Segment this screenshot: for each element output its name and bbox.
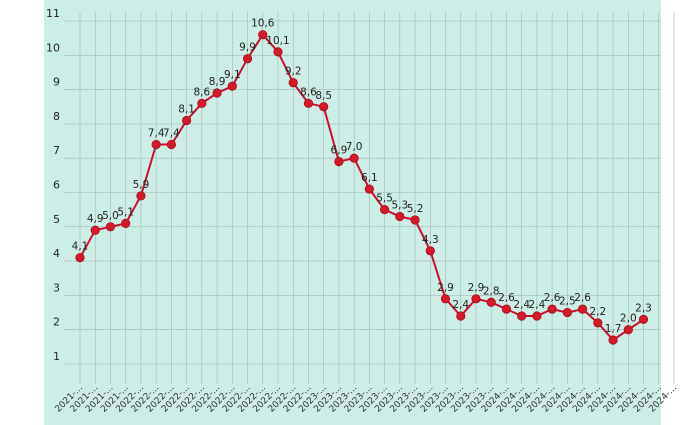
data-label: 5,9 <box>133 179 150 191</box>
data-point <box>532 311 542 321</box>
data-label: 2,4 <box>529 299 546 311</box>
data-point <box>319 102 329 112</box>
data-label: 10,6 <box>251 18 275 30</box>
data-label: 8,6 <box>300 86 317 98</box>
data-label: 2,2 <box>589 306 606 318</box>
data-point <box>151 139 161 150</box>
y-tick-label: 4 <box>53 247 60 260</box>
data-label: 8,1 <box>178 103 195 115</box>
data-point <box>395 211 405 222</box>
data-point <box>517 311 527 321</box>
data-label: 8,9 <box>209 76 226 88</box>
data-point <box>440 294 451 304</box>
data-label: 7,4 <box>163 127 180 139</box>
data-label: 5,1 <box>117 206 134 218</box>
data-label: 2,9 <box>437 282 454 294</box>
y-tick-label: 3 <box>53 281 60 294</box>
data-label: 2,3 <box>635 302 652 314</box>
data-point <box>121 218 131 228</box>
data-label: 2,4 <box>513 299 530 311</box>
data-point <box>638 314 649 325</box>
data-point <box>623 325 633 335</box>
data-point <box>425 246 435 256</box>
data-point <box>90 225 100 235</box>
data-label: 2,8 <box>483 285 500 297</box>
data-label: 5,3 <box>391 200 408 212</box>
data-label: 2,6 <box>544 292 561 304</box>
data-point <box>364 184 374 194</box>
data-label: 5,2 <box>407 203 424 215</box>
data-point <box>577 304 588 314</box>
y-tick-label: 8 <box>53 110 60 123</box>
data-label: 5,0 <box>102 210 119 222</box>
data-label: 8,6 <box>193 86 210 98</box>
data-point <box>562 307 572 318</box>
data-point <box>105 222 116 232</box>
data-label: 10,1 <box>266 35 289 47</box>
data-point <box>456 311 466 321</box>
data-point <box>258 30 268 40</box>
data-point <box>212 88 222 98</box>
data-point <box>242 54 253 64</box>
data-point <box>608 335 618 345</box>
y-tick-label: 7 <box>53 144 60 157</box>
data-label: 5,5 <box>376 193 393 205</box>
y-tick-label: 6 <box>53 179 60 192</box>
data-label: 4,3 <box>422 234 439 246</box>
data-point <box>182 115 192 126</box>
y-tick-label: 10 <box>46 41 60 54</box>
data-point <box>227 81 237 91</box>
data-point <box>136 191 146 201</box>
data-label: 7,4 <box>148 127 165 139</box>
data-point <box>349 153 359 163</box>
data-label: 7,0 <box>346 141 363 153</box>
data-label: 2,4 <box>452 299 469 311</box>
data-label: 4,9 <box>87 213 104 225</box>
y-tick-label: 5 <box>53 213 60 226</box>
data-point <box>593 318 603 328</box>
y-tick-label: 2 <box>53 316 60 329</box>
data-label: 2,9 <box>468 282 485 294</box>
y-axis-ticks: 1 2 3 4 5 6 7 8 9 10 11 <box>46 7 60 363</box>
data-point <box>303 98 314 108</box>
chart-panel <box>44 0 661 425</box>
data-point <box>197 98 207 108</box>
data-label: 4,1 <box>72 241 89 253</box>
data-labels: 4,14,95,05,15,97,47,48,18,68,99,19,910,6… <box>72 18 652 335</box>
data-point <box>471 294 481 304</box>
data-label: 9,1 <box>224 69 241 81</box>
data-point <box>410 215 420 225</box>
data-point <box>288 78 298 88</box>
y-tick-label: 11 <box>46 7 60 20</box>
data-label: 6,9 <box>331 145 348 157</box>
y-tick-label: 9 <box>53 76 60 89</box>
data-point <box>273 47 283 57</box>
data-point <box>501 304 512 314</box>
data-markers <box>75 30 649 345</box>
data-label: 9,2 <box>285 66 302 78</box>
data-label: 1,7 <box>605 323 622 335</box>
data-label: 2,6 <box>574 292 591 304</box>
data-point <box>75 253 85 263</box>
x-axis-ticks: 2021-...2021-...2021-...2021-...2022-...… <box>53 383 679 415</box>
data-label: 2,6 <box>498 292 515 304</box>
data-point <box>166 139 176 150</box>
grid-lines <box>64 12 675 384</box>
data-point <box>486 297 496 307</box>
data-label: 8,5 <box>315 90 332 102</box>
data-label: 2,0 <box>620 313 637 325</box>
data-point <box>379 205 390 215</box>
y-tick-label: 1 <box>53 350 60 363</box>
data-label: 9,9 <box>239 42 256 54</box>
data-label: 6,1 <box>361 172 378 184</box>
data-point <box>334 157 344 167</box>
data-label: 2,5 <box>559 296 576 308</box>
data-point <box>547 304 557 314</box>
